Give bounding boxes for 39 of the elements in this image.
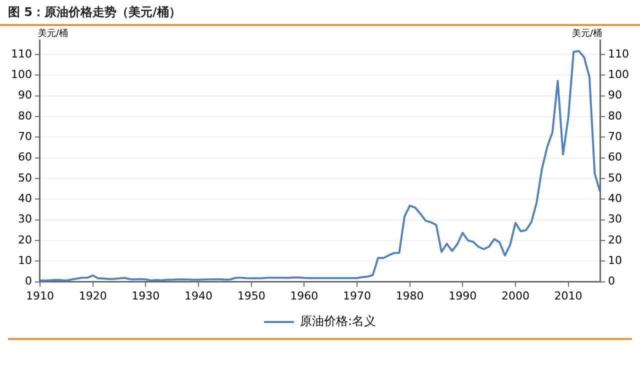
legend-label: 原油价格:名义 bbox=[300, 314, 376, 328]
y-tick-label: 30 bbox=[18, 212, 32, 226]
y2-tick-label: 70 bbox=[608, 130, 622, 143]
y2-tick-label: 100 bbox=[608, 68, 630, 81]
y2-tick-label: 20 bbox=[608, 233, 622, 246]
x-tick-label: 2010 bbox=[554, 289, 582, 302]
y-tick-label: 0 bbox=[24, 274, 32, 288]
x-tick-label: 1930 bbox=[132, 289, 160, 302]
y-tick-label: 50 bbox=[18, 171, 32, 184]
y2-tick-label: 90 bbox=[608, 88, 622, 102]
y-axis-title: 美元/桶 bbox=[38, 28, 68, 39]
x-tick-label: 1980 bbox=[396, 289, 424, 302]
y2-axis-title: 美元/桶 bbox=[572, 28, 602, 39]
y2-tick-label: 110 bbox=[608, 47, 630, 60]
y2-tick-label: 10 bbox=[608, 254, 622, 267]
x-tick-label: 1990 bbox=[448, 289, 477, 302]
x-tick-label: 1950 bbox=[237, 289, 266, 302]
y2-tick-label: 60 bbox=[608, 150, 622, 164]
y2-tick-label: 50 bbox=[608, 171, 622, 184]
x-tick-label: 1960 bbox=[290, 289, 318, 302]
y2-tick-label: 0 bbox=[608, 274, 616, 288]
x-tick-label: 2000 bbox=[501, 289, 530, 302]
x-tick-label: 1940 bbox=[184, 289, 212, 302]
y-tick-label: 90 bbox=[18, 88, 32, 102]
y-tick-label: 80 bbox=[18, 109, 32, 122]
y-tick-label: 20 bbox=[18, 233, 32, 246]
y2-tick-label: 80 bbox=[608, 109, 622, 122]
y-tick-label: 60 bbox=[18, 150, 32, 164]
y2-tick-label: 30 bbox=[608, 212, 622, 226]
x-tick-label: 1970 bbox=[342, 289, 371, 302]
y-tick-label: 10 bbox=[18, 254, 32, 267]
y-tick-label: 40 bbox=[18, 192, 32, 205]
y-tick-label: 110 bbox=[10, 47, 32, 60]
y-tick-label: 100 bbox=[10, 68, 32, 81]
y-tick-label: 70 bbox=[18, 130, 32, 143]
y2-tick-label: 40 bbox=[608, 192, 622, 205]
x-tick-label: 1910 bbox=[26, 289, 54, 302]
chart-title: 图 5：原油价格走势（美元/桶） bbox=[0, 0, 640, 26]
x-tick-label: 1920 bbox=[78, 289, 107, 302]
